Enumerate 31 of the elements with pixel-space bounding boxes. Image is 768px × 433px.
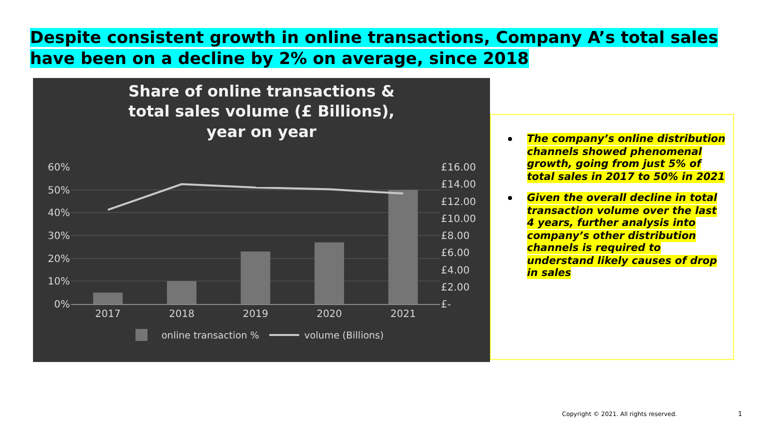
y2-tick-label: £6.00: [441, 248, 470, 260]
y2-tick-label: £-: [441, 300, 452, 310]
y-tick-label: 10%: [48, 276, 70, 288]
y2-tick-label: £8.00: [441, 231, 470, 242]
y-tick-label: 40%: [48, 208, 70, 220]
chart-title: Share of online transactions & total sales volume (£ Billions), year on year: [128, 82, 395, 141]
text: Despite consistent growth in online transactions, Company A’s total sales have been on a decline by 2% on average, since 2018: [30, 28, 718, 68]
bar: [314, 242, 344, 304]
bar: [166, 281, 196, 304]
y2-tick-label: £16.00: [441, 162, 476, 174]
y2-tick-label: £12.00: [441, 196, 476, 208]
line-series: [106, 183, 404, 211]
bar: [93, 292, 123, 304]
x-tick-label: 2017: [95, 309, 121, 320]
y2-tick-label: £14.00: [441, 180, 476, 191]
y-tick-label: 20%: [48, 254, 70, 265]
y2-tick-label: £2.00: [441, 282, 470, 294]
y2-tick-label: £10.00: [441, 214, 476, 225]
x-tick-label: 2018: [168, 309, 194, 320]
x-tick-label: 2021: [390, 309, 416, 320]
legend-label: volume (Billions): [304, 330, 384, 342]
x-tick-label: 2020: [316, 309, 342, 320]
bar: [388, 190, 418, 304]
x-tick-label: 2019: [242, 309, 268, 320]
y-tick-label: 50%: [48, 185, 70, 196]
legend-label: online transaction %: [162, 330, 260, 342]
bar: [240, 251, 270, 304]
y-tick-label: 60%: [48, 162, 70, 174]
y2-tick-label: £4.00: [441, 265, 470, 276]
y-tick-label: 0%: [54, 300, 70, 310]
y-tick-label: 30%: [48, 231, 70, 242]
